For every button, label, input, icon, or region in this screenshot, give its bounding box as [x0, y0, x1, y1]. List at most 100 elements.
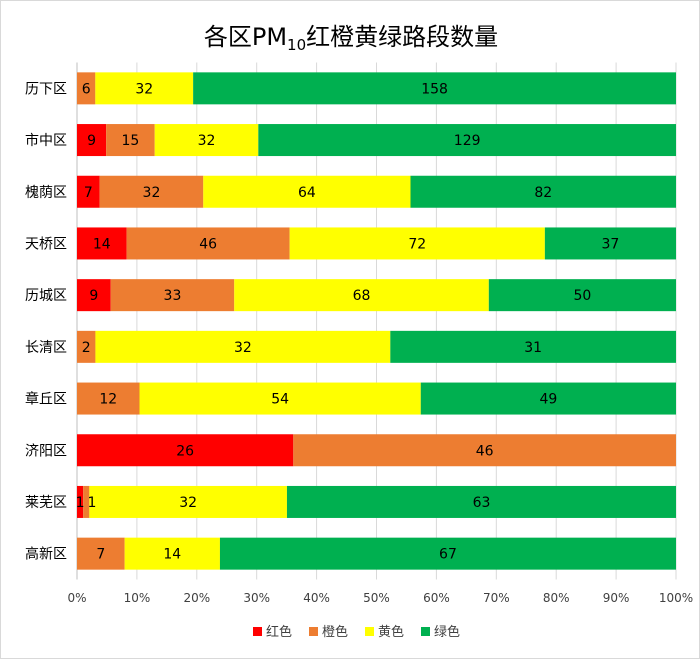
bar-segment	[83, 485, 90, 518]
bar-segment	[95, 72, 194, 105]
y-category-label: 槐荫区	[25, 185, 67, 201]
x-tick-label: 30%	[243, 591, 270, 605]
bar-segment	[193, 72, 676, 105]
data-label: 26	[176, 443, 194, 459]
data-label: 15	[122, 133, 140, 149]
legend-label: 橙色	[322, 624, 348, 640]
chart-title-part: 红橙黄绿路段数量	[306, 23, 498, 51]
bar-segment	[286, 485, 676, 518]
bar-segment	[110, 279, 235, 312]
x-tick-label: 70%	[483, 591, 510, 605]
x-tick-label: 80%	[543, 591, 570, 605]
bar-segment	[234, 279, 489, 312]
data-label: 82	[534, 185, 552, 201]
bar-segment	[289, 227, 545, 260]
data-label: 72	[408, 236, 426, 252]
data-label: 14	[93, 236, 111, 252]
bar-segment	[77, 330, 96, 363]
bar-segment	[77, 227, 127, 260]
data-label: 50	[573, 288, 591, 304]
bar-segment	[203, 175, 411, 208]
y-category-label: 莱芜区	[25, 494, 67, 511]
data-label: 68	[353, 288, 371, 304]
data-label: 32	[198, 133, 216, 149]
y-category-label: 天桥区	[25, 236, 67, 252]
data-label: 31	[524, 340, 542, 356]
data-label: 9	[87, 133, 96, 149]
data-label: 54	[271, 392, 289, 408]
data-label: 67	[439, 547, 457, 563]
data-label: 2	[82, 340, 91, 356]
data-label: 1	[88, 495, 97, 511]
legend-swatch	[365, 627, 374, 636]
data-label: 46	[476, 443, 494, 459]
legend-label: 红色	[266, 624, 292, 640]
y-category-label: 长清区	[25, 340, 67, 356]
bar-segment	[139, 382, 421, 415]
y-category-label: 历下区	[25, 81, 67, 97]
data-label: 32	[234, 340, 252, 356]
legend-label: 黄色	[378, 624, 404, 640]
y-category-label: 章丘区	[25, 391, 67, 408]
bar-segment	[77, 124, 107, 157]
chart-title: 各区PM10红橙黄绿路段数量	[204, 23, 498, 54]
data-label: 1	[76, 495, 85, 511]
legend-swatch	[421, 627, 430, 636]
bar-segment	[124, 537, 220, 570]
y-category-label: 历城区	[25, 288, 67, 304]
bar-segment	[99, 175, 204, 208]
x-tick-label: 60%	[423, 591, 450, 605]
y-category-label: 济阳区	[25, 443, 67, 459]
x-tick-label: 40%	[303, 591, 330, 605]
bar-segment	[488, 279, 676, 312]
x-tick-label: 90%	[603, 591, 630, 605]
data-label: 158	[421, 81, 448, 97]
chart-title-subscript: 10	[287, 36, 306, 54]
data-label: 32	[143, 185, 161, 201]
x-tick-label: 10%	[124, 591, 151, 605]
bar-segment	[258, 124, 676, 157]
bar-segment	[77, 537, 125, 570]
data-label: 64	[298, 185, 316, 201]
bar-segment	[77, 72, 96, 105]
data-label: 129	[454, 133, 481, 149]
bar-segment	[293, 434, 676, 467]
y-category-label: 高新区	[25, 546, 67, 563]
data-label: 9	[89, 288, 98, 304]
data-label: 6	[82, 81, 91, 97]
bar-segment	[410, 175, 676, 208]
data-label: 46	[199, 236, 217, 252]
data-label: 63	[473, 495, 491, 511]
bar-segment	[390, 330, 676, 363]
bar-segment	[77, 485, 84, 518]
data-label: 7	[84, 185, 93, 201]
data-label: 14	[163, 547, 181, 563]
chart-title-part: 各区PM	[204, 23, 287, 51]
data-label: 7	[96, 547, 105, 563]
x-tick-label: 50%	[363, 591, 390, 605]
data-label: 37	[602, 236, 620, 252]
bar-segment	[544, 227, 676, 260]
bar-segment	[77, 434, 294, 467]
bar-segment	[154, 124, 259, 157]
bar-segment	[219, 537, 676, 570]
bar-segment	[106, 124, 155, 157]
data-label: 49	[539, 392, 557, 408]
bar-segment	[89, 485, 287, 518]
data-label: 32	[135, 81, 153, 97]
bar-segment	[126, 227, 290, 260]
y-category-label: 市中区	[25, 132, 67, 149]
bar-segment	[77, 279, 111, 312]
data-label: 33	[164, 288, 182, 304]
bar-segment	[77, 175, 100, 208]
bar-segment	[95, 330, 391, 363]
x-tick-label: 20%	[183, 591, 210, 605]
legend-swatch	[253, 627, 262, 636]
data-label: 32	[179, 495, 197, 511]
x-tick-label: 0%	[67, 591, 86, 605]
bar-segment	[420, 382, 676, 415]
legend-swatch	[309, 627, 318, 636]
legend-label: 绿色	[434, 624, 460, 640]
